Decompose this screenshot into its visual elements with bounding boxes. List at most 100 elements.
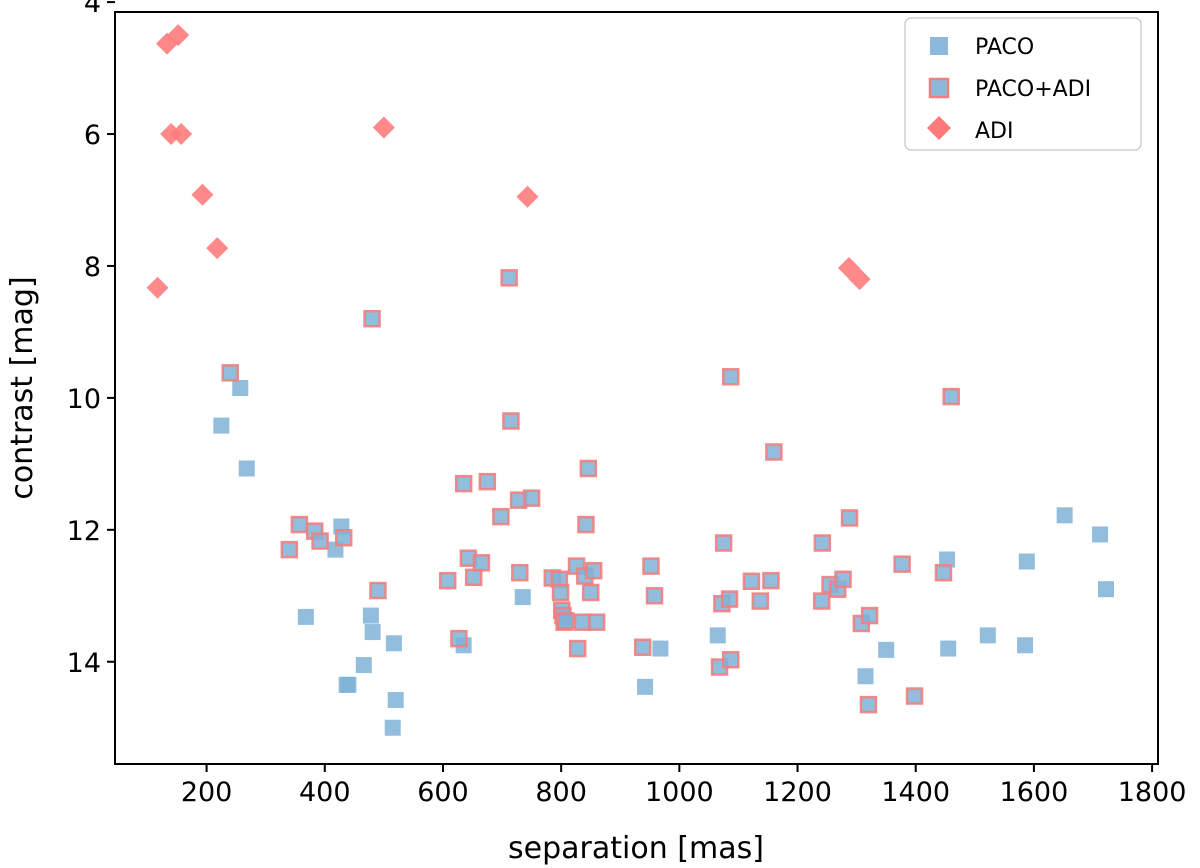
paco-point bbox=[1056, 507, 1073, 524]
paco-adi-point bbox=[363, 309, 381, 328]
x-tick-label: 1000 bbox=[645, 777, 714, 808]
paco-adi-point bbox=[722, 651, 740, 669]
paco-adi-point bbox=[522, 489, 541, 507]
paco-point bbox=[514, 589, 531, 606]
paco-point bbox=[297, 608, 314, 625]
paco-adi-point bbox=[454, 474, 473, 493]
paco-adi-point bbox=[502, 412, 520, 430]
paco-adi-point bbox=[290, 515, 309, 534]
paco-adi-point bbox=[642, 557, 660, 575]
legend: PACO PACO+ADI ADI bbox=[904, 17, 1142, 151]
adi-point bbox=[848, 268, 871, 291]
paco-adi-point bbox=[813, 592, 831, 610]
paco-point bbox=[857, 668, 874, 685]
paco-adi-point bbox=[369, 581, 387, 600]
paco-adi-point bbox=[334, 528, 353, 547]
paco-adi-point bbox=[568, 639, 587, 658]
x-tick-label: 1600 bbox=[1000, 777, 1069, 808]
paco-adi-point bbox=[720, 590, 739, 608]
paco-point bbox=[364, 624, 381, 641]
y-tick-label: 6 bbox=[84, 120, 101, 151]
legend-marker-adi bbox=[927, 116, 951, 140]
paco-adi-point bbox=[905, 687, 924, 705]
paco-adi-point bbox=[280, 540, 299, 559]
paco-adi-point bbox=[584, 561, 603, 580]
paco-point bbox=[1097, 581, 1114, 598]
x-tick-label: 1400 bbox=[881, 777, 950, 808]
paco-adi-point bbox=[492, 507, 510, 526]
legend-marker-paco bbox=[930, 37, 948, 55]
paco-point bbox=[385, 635, 402, 652]
legend-label-paco: PACO bbox=[975, 35, 1034, 60]
paco-adi-point bbox=[511, 563, 529, 582]
adi-point bbox=[191, 183, 214, 206]
paco-adi-point bbox=[472, 554, 491, 572]
paco-point bbox=[384, 719, 401, 736]
paco-adi-point bbox=[478, 472, 497, 491]
y-tick-label: 4 bbox=[84, 0, 101, 19]
paco-point bbox=[1018, 553, 1035, 570]
legend-label-adi: ADI bbox=[975, 119, 1013, 144]
paco-adi-point bbox=[765, 443, 783, 461]
y-tick-label: 10 bbox=[67, 384, 101, 415]
paco-adi-point bbox=[722, 368, 740, 386]
paco-adi-point bbox=[751, 592, 770, 610]
paco-point bbox=[979, 627, 996, 644]
paco-point bbox=[709, 627, 726, 644]
paco-adi-point bbox=[762, 571, 780, 590]
paco-adi-point bbox=[633, 638, 652, 656]
paco-adi-point bbox=[742, 572, 761, 591]
paco-point bbox=[652, 640, 669, 657]
adi-point bbox=[146, 276, 169, 299]
paco-adi-point bbox=[464, 568, 483, 587]
data-points bbox=[146, 24, 1114, 736]
paco-adi-point bbox=[834, 570, 852, 589]
paco-adi-point bbox=[450, 629, 468, 648]
y-tick-label: 14 bbox=[67, 648, 101, 679]
x-tick-label: 600 bbox=[417, 777, 469, 808]
adi-point bbox=[167, 24, 190, 47]
paco-adi-point bbox=[557, 612, 575, 630]
paco-point bbox=[637, 678, 654, 695]
adi-point bbox=[170, 123, 193, 146]
x-axis-label: separation [mas] bbox=[508, 831, 764, 866]
paco-point bbox=[355, 657, 372, 674]
paco-point bbox=[213, 417, 230, 434]
paco-point bbox=[940, 640, 957, 657]
legend-marker-paco-adi bbox=[928, 77, 950, 99]
paco-adi-point bbox=[859, 695, 878, 714]
legend-box bbox=[904, 17, 1142, 151]
paco-adi-point bbox=[587, 613, 606, 631]
y-tick-label: 8 bbox=[84, 252, 101, 283]
paco-adi-point bbox=[860, 606, 879, 625]
adi-point bbox=[206, 237, 229, 260]
adi-point bbox=[372, 116, 395, 139]
paco-point bbox=[878, 641, 895, 658]
paco-adi-point bbox=[573, 613, 592, 631]
paco-point bbox=[362, 607, 379, 624]
x-tick-label: 400 bbox=[299, 777, 351, 808]
x-tick-label: 200 bbox=[181, 777, 233, 808]
paco-adi-point bbox=[311, 532, 329, 550]
paco-point bbox=[238, 460, 255, 477]
adi-point bbox=[516, 185, 539, 208]
paco-adi-point bbox=[551, 583, 570, 602]
paco-adi-point bbox=[840, 509, 859, 527]
paco-point bbox=[1017, 637, 1034, 654]
y-axis-label: contrast [mag] bbox=[5, 276, 40, 499]
paco-point bbox=[387, 692, 404, 709]
x-tick-label: 800 bbox=[535, 777, 587, 808]
paco-adi-point bbox=[221, 364, 239, 382]
paco-adi-point bbox=[714, 534, 733, 552]
paco-adi-point bbox=[500, 269, 518, 287]
plot-frame bbox=[114, 11, 1159, 765]
paco-adi-point bbox=[813, 534, 832, 552]
legend-label-paco-adi: PACO+ADI bbox=[975, 77, 1091, 102]
paco-adi-point bbox=[581, 583, 600, 602]
y-tick-label: 12 bbox=[67, 516, 101, 547]
paco-adi-point bbox=[438, 571, 457, 590]
paco-point bbox=[939, 551, 956, 568]
paco-adi-point bbox=[893, 555, 911, 573]
x-tick-label: 1200 bbox=[763, 777, 832, 808]
